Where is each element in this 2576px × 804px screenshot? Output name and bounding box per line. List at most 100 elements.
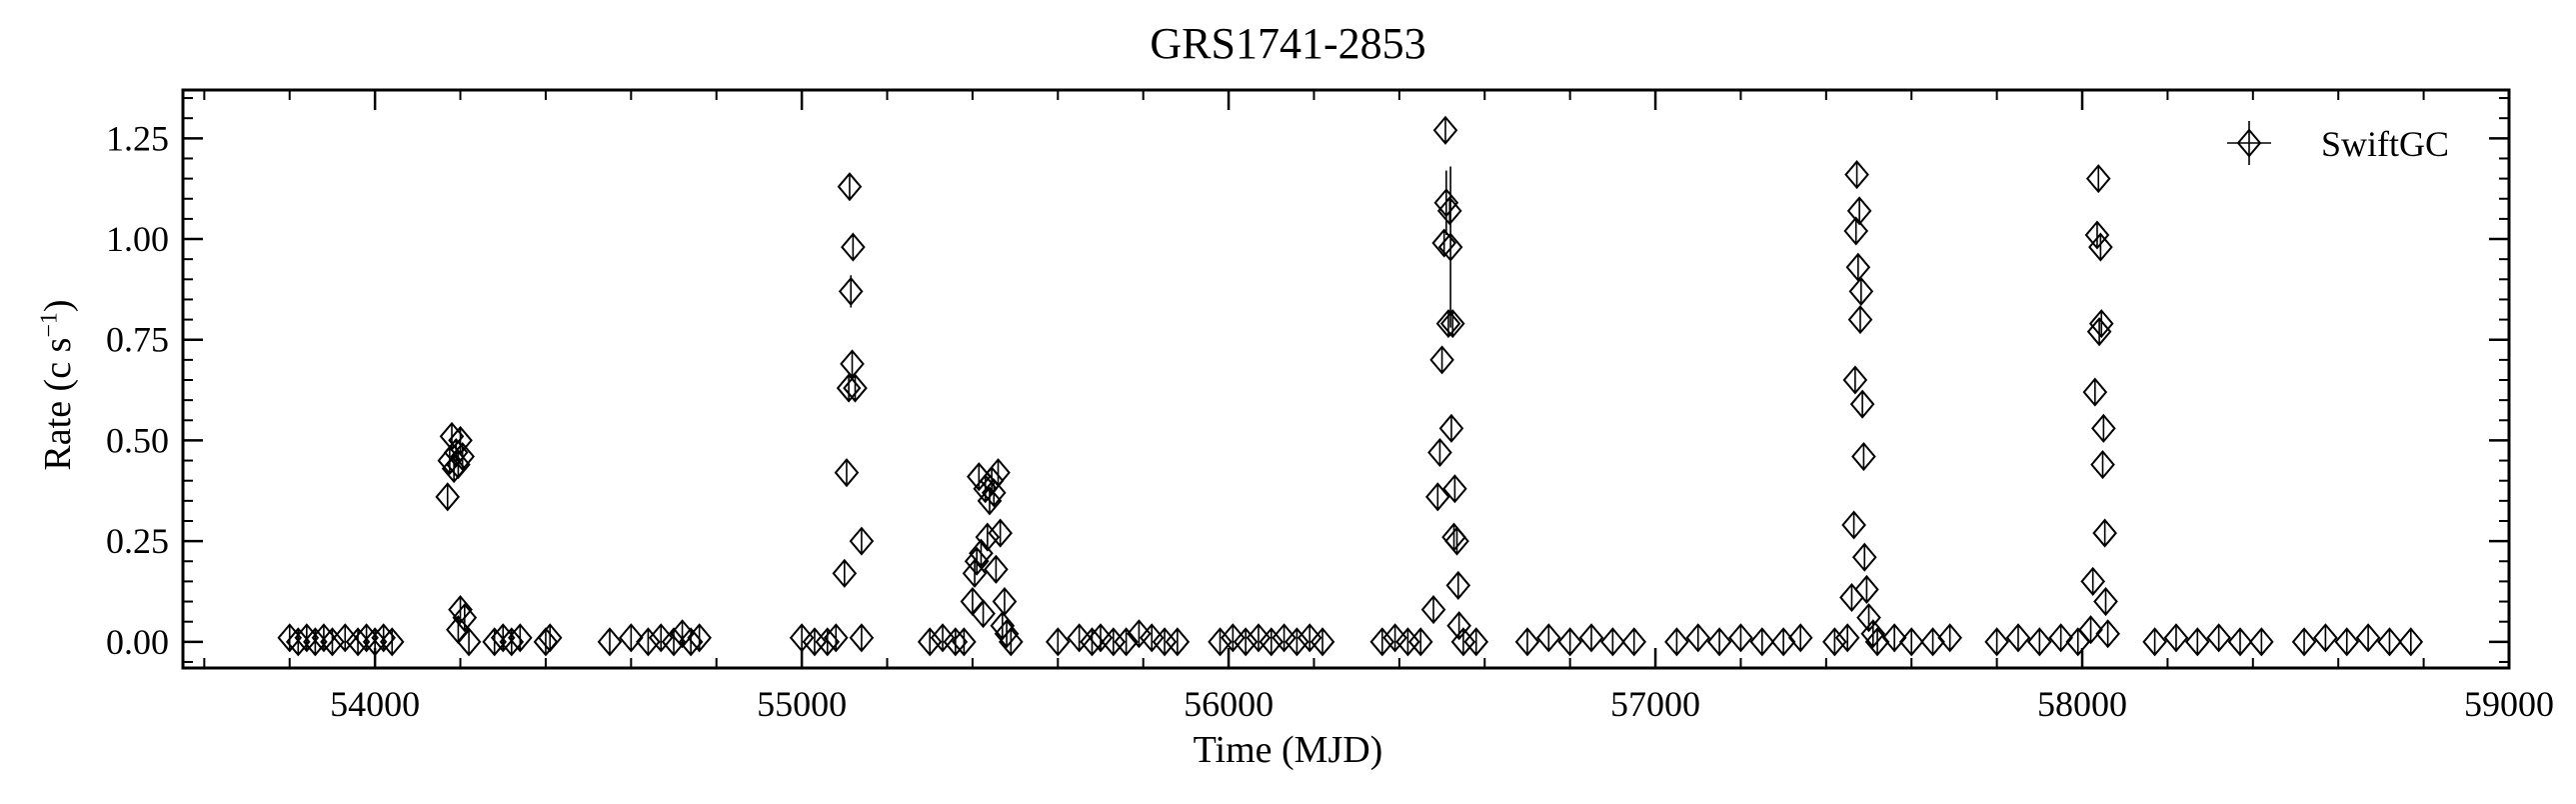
data-point bbox=[1845, 252, 1871, 282]
y-tick-label: 0.25 bbox=[106, 521, 169, 561]
data-point bbox=[2080, 566, 2106, 596]
data-point bbox=[1849, 389, 1875, 419]
data-point bbox=[1536, 623, 1561, 653]
data-point bbox=[1445, 570, 1471, 600]
data-point bbox=[981, 478, 1007, 508]
data-point bbox=[1433, 188, 1459, 218]
x-axis-label: Time (MJD) bbox=[1193, 729, 1383, 771]
data-point bbox=[1285, 627, 1309, 657]
plot-frame bbox=[181, 88, 2511, 670]
data-point bbox=[1749, 627, 1775, 657]
data-point bbox=[999, 627, 1024, 657]
data-point bbox=[1848, 276, 1874, 306]
y-axis-label-text: Rate (c s bbox=[37, 337, 79, 471]
data-point bbox=[1080, 627, 1105, 657]
data-point bbox=[823, 623, 849, 653]
data-point bbox=[1844, 160, 1869, 190]
data-point bbox=[1442, 474, 1467, 504]
data-point bbox=[1444, 526, 1469, 556]
data-point bbox=[320, 627, 345, 657]
data-point bbox=[448, 425, 473, 455]
data-point bbox=[838, 276, 864, 306]
data-point bbox=[537, 623, 563, 653]
data-point bbox=[1937, 623, 1962, 653]
data-point bbox=[2092, 518, 2117, 548]
data-point bbox=[832, 558, 858, 588]
data-point bbox=[619, 623, 644, 653]
data-point bbox=[2093, 586, 2118, 617]
data-point bbox=[482, 627, 507, 657]
data-point bbox=[1851, 441, 1876, 472]
data-point bbox=[371, 623, 396, 653]
data-point bbox=[1842, 365, 1868, 395]
x-tick-label: 55000 bbox=[757, 684, 847, 724]
y-axis-label-exponent: −1 bbox=[36, 312, 63, 338]
data-point bbox=[1088, 623, 1114, 653]
data-point bbox=[379, 627, 405, 657]
data-point bbox=[930, 623, 956, 653]
data-point bbox=[1843, 216, 1869, 246]
data-point bbox=[849, 526, 875, 556]
data-point bbox=[1309, 627, 1335, 657]
data-point bbox=[2005, 623, 2031, 653]
data-point bbox=[648, 623, 674, 653]
data-point bbox=[1382, 623, 1407, 653]
data-point bbox=[311, 623, 337, 653]
data-point bbox=[687, 623, 712, 653]
data-point bbox=[1621, 627, 1647, 657]
data-point bbox=[1822, 627, 1847, 657]
data-point bbox=[1435, 309, 1461, 339]
data-point bbox=[2095, 619, 2120, 649]
data-point bbox=[1424, 482, 1450, 512]
data-point bbox=[1685, 623, 1711, 653]
data-point bbox=[1446, 611, 1471, 641]
data-point bbox=[2086, 317, 2112, 347]
data-point bbox=[1165, 627, 1191, 657]
data-point bbox=[843, 373, 868, 403]
data-point bbox=[952, 627, 977, 657]
data-point bbox=[354, 623, 379, 653]
data-point bbox=[1439, 309, 1465, 339]
data-point bbox=[1856, 603, 1881, 633]
data-point bbox=[1787, 623, 1813, 653]
data-point bbox=[2078, 615, 2103, 645]
data-point bbox=[2084, 220, 2110, 250]
data-point bbox=[1067, 623, 1092, 653]
data-point bbox=[507, 623, 533, 653]
data-point bbox=[678, 627, 704, 657]
data-point bbox=[2398, 627, 2424, 657]
data-point bbox=[2291, 627, 2317, 657]
data-point bbox=[1600, 627, 1625, 657]
data-point bbox=[499, 627, 525, 657]
data-point bbox=[446, 450, 471, 480]
data-point bbox=[2088, 232, 2113, 262]
data-point bbox=[849, 623, 875, 653]
data-point bbox=[1246, 623, 1272, 653]
data-point bbox=[332, 623, 358, 653]
data-point bbox=[1437, 232, 1463, 262]
data-point bbox=[277, 623, 303, 653]
data-point bbox=[837, 172, 863, 202]
data-point bbox=[490, 623, 516, 653]
data-point bbox=[994, 619, 1020, 649]
data-point bbox=[1272, 623, 1296, 653]
data-point bbox=[840, 349, 865, 379]
data-point bbox=[2249, 627, 2274, 657]
data-point bbox=[1514, 627, 1540, 657]
y-axis-label: Rate (c s−1) bbox=[36, 299, 80, 470]
data-point bbox=[345, 627, 371, 657]
data-point bbox=[362, 627, 388, 657]
data-point bbox=[1101, 627, 1127, 657]
data-point bbox=[789, 623, 815, 653]
data-point bbox=[1851, 542, 1877, 572]
data-point bbox=[1139, 623, 1165, 653]
data-point bbox=[2142, 627, 2167, 657]
data-point bbox=[1259, 627, 1285, 657]
data-point bbox=[1432, 115, 1458, 145]
data-point bbox=[1846, 196, 1872, 226]
data-point bbox=[452, 603, 478, 633]
data-point bbox=[975, 522, 1001, 552]
y-tick-label: 0.00 bbox=[106, 622, 169, 662]
